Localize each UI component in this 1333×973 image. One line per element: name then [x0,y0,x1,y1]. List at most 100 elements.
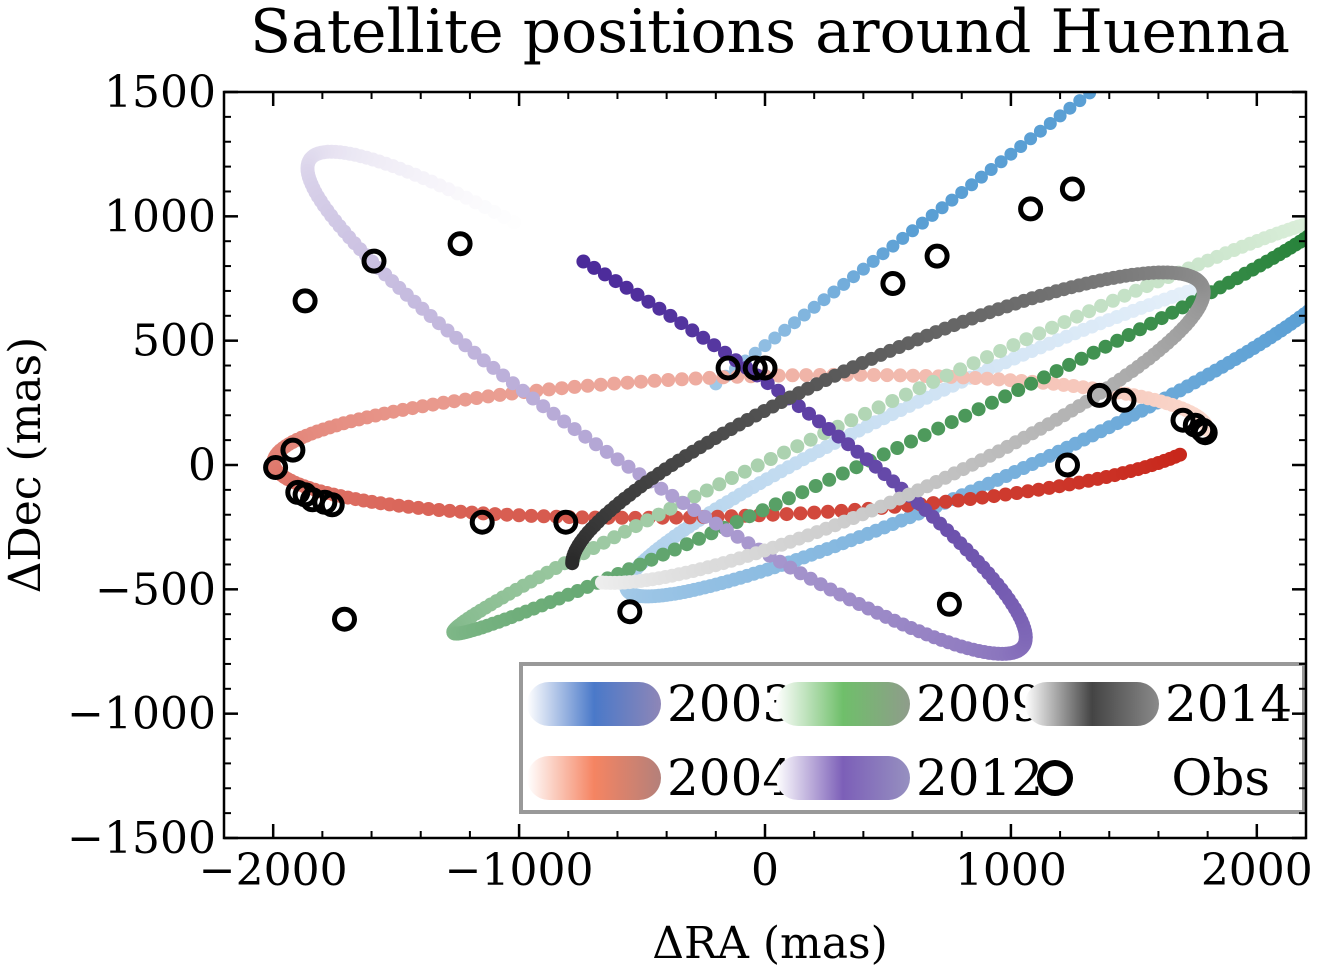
data-point-2012 [621,459,636,474]
data-point-2012 [709,516,723,531]
data-point-2004 [785,368,800,383]
data-point-2004 [1020,484,1035,499]
legend-swatch-2003 [527,682,661,726]
legend-swatch-2009 [776,682,910,726]
data-point-2004 [998,487,1013,502]
data-point-2009 [1314,215,1328,229]
data-point-2003 [876,247,890,261]
data-point-2003 [1043,117,1057,130]
data-point-2009 [944,415,959,430]
data-point-2012 [831,429,846,444]
data-point-2009 [1098,339,1113,354]
data-point-2004 [411,500,426,515]
data-point-2004 [492,387,507,402]
data-point-2012 [630,287,645,302]
data-point-2009 [1306,216,1320,230]
data-point-2012 [771,383,786,398]
data-point-2004 [866,368,881,382]
observation-marker [263,455,289,480]
data-point-2009 [1133,322,1147,337]
data-point-2004 [421,502,436,516]
data-point-2009 [803,432,818,447]
data-point-2009 [729,515,744,529]
data-point-2004 [951,493,966,508]
data-point-2009 [1082,304,1097,319]
data-point-2003 [1014,140,1028,153]
legend-marker-obs [1037,760,1073,796]
data-point-2004 [779,507,794,522]
data-point-2009 [858,406,872,421]
data-point-2012 [587,260,602,275]
data-point-2004 [634,374,648,389]
data-point-2012 [597,267,612,282]
y-tick-label: 0 [188,440,216,491]
data-point-2009 [871,400,886,415]
observation-marker [292,288,318,314]
data-point-2012 [783,560,798,575]
data-point-2009 [1311,215,1325,229]
data-point-2009 [904,434,918,449]
observation-marker [936,591,962,617]
legend-label-2009: 2009 [916,675,1043,733]
data-point-2012 [610,452,625,467]
data-point-2009 [763,452,778,466]
x-axis-label: ΔRA (mas) [652,918,888,969]
data-point-2009 [737,464,752,479]
observation-marker [1192,420,1218,446]
data-point-2004 [793,506,808,521]
legend-label-obs: Obs [1171,749,1270,807]
observation-marker [319,492,345,518]
data-point-2004 [542,382,556,397]
data-point-2003 [1024,132,1038,146]
observation-marker [752,355,778,381]
data-point-2009 [724,471,739,485]
data-point-2009 [885,394,900,408]
data-point-2009 [1121,328,1136,342]
data-point-2009 [876,447,891,462]
data-point-2003 [955,186,969,199]
data-point-2009 [617,524,632,539]
data-point-2009 [890,441,905,455]
data-point-2004 [980,371,995,386]
observation-marker [1111,387,1137,413]
data-point-2009 [644,552,659,567]
data-point-2003 [1093,79,1106,92]
data-point-2004 [425,397,440,412]
data-point-2012 [685,323,700,338]
data-point-2003 [797,308,811,322]
data-point-2009 [835,466,850,481]
data-point-2004 [575,510,590,525]
data-point-2009 [1144,316,1158,331]
data-point-2004 [975,490,990,505]
data-point-2009 [742,509,757,524]
data-point-2012 [741,536,756,551]
data-point-2003 [788,316,801,330]
data-point-2012 [546,406,561,421]
data-point-2004 [1056,377,1071,392]
data-point-2004 [499,507,514,522]
data-point-2009 [1315,218,1329,232]
data-point-2004 [436,395,451,410]
data-point-2009 [931,421,946,436]
data-point-2009 [1316,217,1330,231]
data-point-2009 [777,445,791,460]
data-point-2009 [1307,225,1321,239]
data-point-2009 [640,513,655,528]
data-point-2009 [1105,293,1120,308]
data-point-2004 [607,376,622,391]
observation-marker [715,355,741,381]
data-point-2009 [1110,333,1125,348]
data-point-2009 [1019,332,1034,347]
data-point-2009 [844,413,859,428]
data-point-2003 [758,339,772,353]
data-point-2009 [808,479,823,493]
data-point-2009 [1045,320,1059,335]
data-point-2009 [699,483,714,498]
x-tick-label: 2000 [1201,845,1313,896]
x-tick-label: 1000 [955,845,1067,896]
data-point-2003 [906,224,919,238]
data-point-2012 [674,316,689,331]
data-point-2009 [849,460,864,475]
data-point-2003 [1073,94,1087,108]
